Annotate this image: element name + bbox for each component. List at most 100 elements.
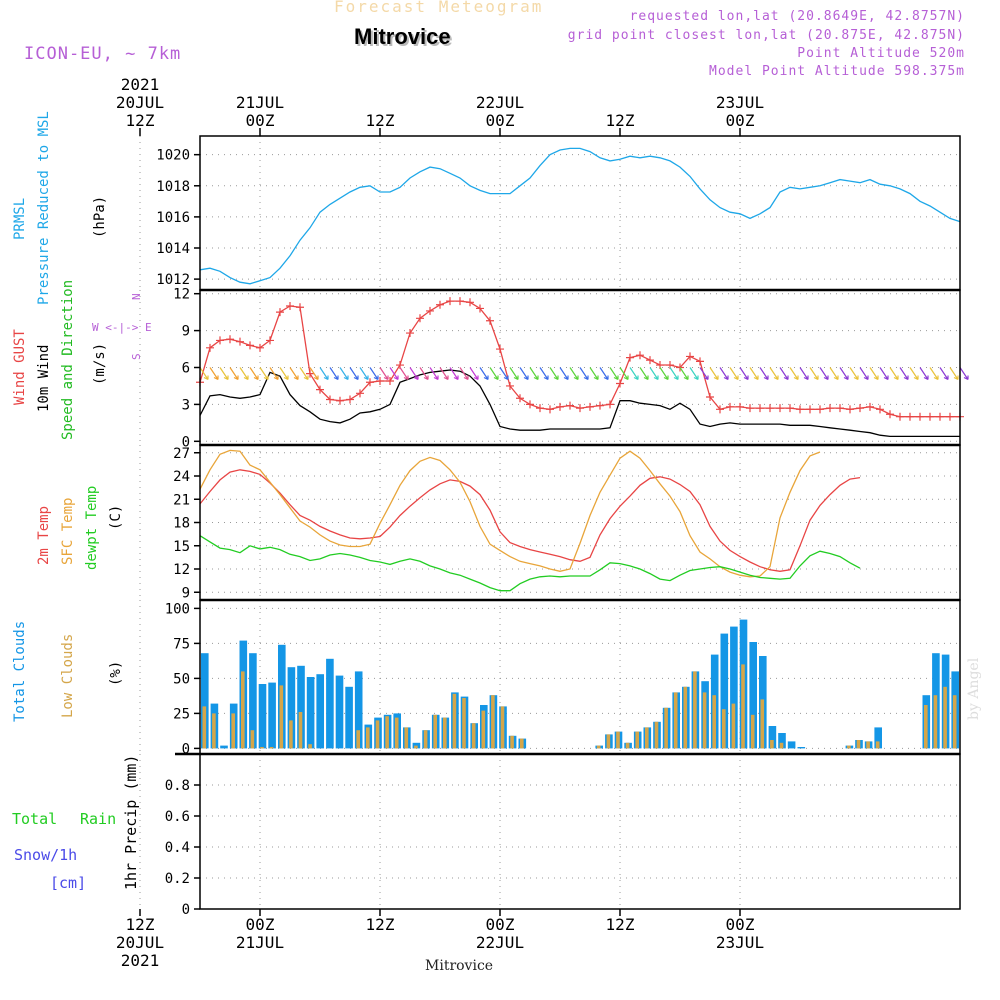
compass-north: N: [130, 293, 143, 300]
wind-direction-arrow: [459, 367, 469, 381]
wind-direction-arrow: [199, 367, 209, 381]
wind-direction-arrow: [339, 367, 349, 381]
cloud-bar-total: [316, 674, 324, 749]
grid-point-coords: grid point closest lon,lat (20.875E, 42.…: [567, 28, 965, 43]
label-ms: (m/s): [92, 343, 108, 385]
label-total: Total: [12, 810, 57, 828]
model-label: ICON-EU, ~ 7km: [24, 44, 182, 64]
wind-direction-arrow: [949, 367, 959, 381]
y-tick-label: 3: [182, 397, 190, 413]
top-time-label: 00Z: [246, 111, 275, 130]
wind-direction-arrow: [219, 367, 229, 381]
cloud-bar-low: [269, 747, 274, 749]
cloud-bar-low: [500, 706, 505, 749]
gust-marker: [276, 308, 284, 317]
y-tick-label: 24: [173, 469, 190, 485]
cloud-bar-total: [306, 677, 315, 749]
cloud-bar-low: [866, 741, 870, 749]
label-precip-mm: 1hr Precip (mm): [122, 755, 140, 890]
wind-direction-arrow: [689, 367, 699, 381]
bottom-time-label: 12Z: [366, 915, 395, 934]
gust-marker: [486, 316, 494, 325]
wind-direction-arrow: [259, 367, 269, 381]
gust-marker: [296, 303, 304, 312]
cloud-bar-total: [749, 642, 757, 749]
gust-marker: [566, 401, 574, 410]
cloud-bar-low: [683, 686, 688, 749]
pressure-line: [199, 147, 961, 285]
wind-direction-arrow: [329, 367, 339, 381]
model-altitude: Model Point Altitude 598.375m: [709, 64, 965, 79]
cloud-bar-low: [212, 713, 216, 749]
wind-direction-arrow: [889, 367, 899, 381]
gust-marker: [596, 401, 604, 410]
wind-direction-arrow: [729, 367, 739, 381]
wind-direction-arrow: [659, 367, 669, 381]
wind-direction-arrow: [929, 367, 939, 381]
label-speed-direction: Speed and Direction: [60, 280, 76, 440]
y-tick-label: 15: [173, 539, 190, 555]
wind-direction-arrow: [369, 367, 379, 381]
top-time-label: 23JUL: [716, 93, 764, 112]
wind-direction-arrow: [429, 367, 439, 381]
wind-direction-arrow: [289, 367, 299, 381]
wind-direction-arrow: [709, 367, 719, 381]
wind-direction-arrow: [779, 367, 789, 381]
gust-marker: [536, 404, 544, 413]
y-tick-label: 0.8: [165, 778, 190, 794]
compass-west-east: W <-|-> E: [92, 321, 152, 334]
wind-direction-arrow: [579, 367, 589, 381]
cloud-bar-low: [952, 695, 957, 749]
gust-marker: [476, 304, 484, 313]
cloud-bar-low: [702, 692, 707, 749]
wind-direction-arrow: [359, 367, 369, 381]
forecast-label: Forecast Meteogram: [334, 0, 544, 16]
gust-marker: [376, 377, 384, 386]
cloud-bar-low: [385, 716, 389, 749]
y-tick-label: 0: [182, 434, 190, 450]
gust-marker: [726, 402, 734, 411]
wind-direction-arrow: [809, 367, 819, 381]
wind-direction-arrow: [609, 367, 619, 381]
cloud-bar-low: [356, 730, 360, 749]
label-celsius: (C): [108, 505, 124, 530]
cloud-bar-low: [750, 714, 755, 749]
gust-marker: [846, 405, 854, 414]
y-tick-label: 0: [182, 741, 190, 757]
cloud-bar-total: [768, 726, 777, 749]
cloud-bar-low: [770, 740, 774, 749]
gust-marker: [586, 402, 594, 411]
wind-direction-arrow: [699, 367, 709, 381]
gust-marker: [286, 301, 294, 310]
y-tick-label: 1020: [156, 148, 190, 164]
gust-marker: [636, 351, 644, 360]
cloud-bar-low: [443, 717, 447, 749]
top-time-label: 2021: [121, 75, 160, 94]
wind-direction-arrow: [379, 367, 389, 381]
cloud-bar-low: [289, 720, 293, 749]
panel-frame: [199, 753, 961, 910]
cloud-bar-low: [606, 734, 611, 749]
gust-marker: [936, 412, 944, 421]
cloud-bar-low: [452, 693, 457, 749]
top-time-label: 22JUL: [476, 93, 524, 112]
top-time-label: 00Z: [486, 111, 515, 130]
top-time-label: 00Z: [726, 111, 755, 130]
label-cm: [cm]: [50, 874, 86, 892]
gust-marker: [386, 377, 394, 386]
gust-marker: [646, 356, 654, 365]
gust-marker: [416, 314, 424, 323]
wind-direction-arrow: [909, 367, 919, 381]
label-2m-temp: 2m Temp: [36, 506, 52, 565]
gust-marker: [686, 352, 694, 361]
wind-direction-arrow: [529, 367, 539, 381]
cloud-bar-low: [308, 744, 312, 749]
cloud-bar-total: [249, 653, 257, 749]
wind-direction-arrow: [599, 367, 609, 381]
cloud-bar-total: [287, 667, 296, 749]
footer-station: Mitrovice: [425, 958, 494, 974]
wind-direction-arrow: [639, 367, 649, 381]
gust-marker: [516, 394, 524, 403]
label-10m-wind: 10m Wind: [36, 345, 52, 412]
